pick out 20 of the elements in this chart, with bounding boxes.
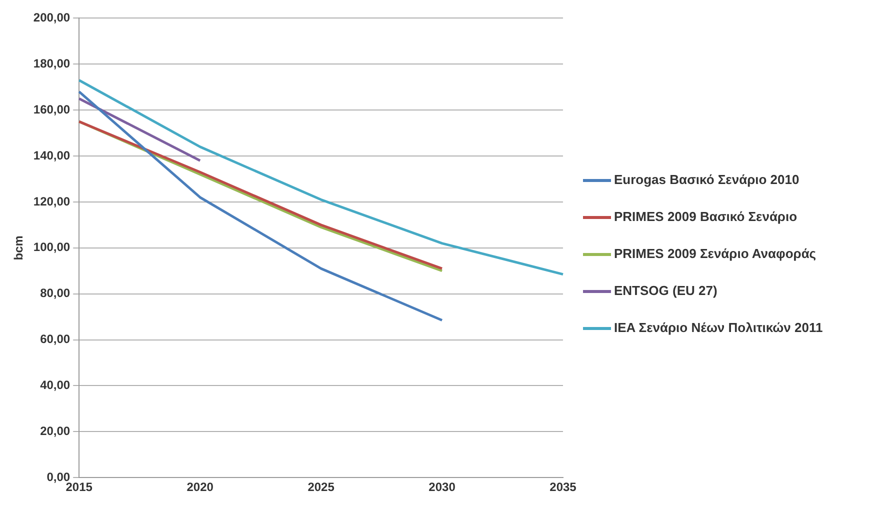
- legend-label: IEA Σενάριο Νέων Πολιτικών 2011: [614, 320, 823, 334]
- y-axis-title: bcm: [12, 236, 26, 260]
- x-tick-label: 2020: [186, 480, 214, 494]
- y-tick-label: 20,00: [40, 424, 70, 438]
- x-tick-label: 2025: [308, 480, 335, 494]
- x-tick-label: 2035: [550, 480, 577, 494]
- legend-label: Eurogas Βασικό Σενάριο 2010: [614, 172, 800, 186]
- y-tick-label: 60,00: [40, 332, 70, 346]
- x-tick-label: 2030: [428, 480, 456, 494]
- legend-label: ENTSOG (EU 27): [614, 282, 718, 298]
- y-tick-label: 140,00: [33, 148, 70, 162]
- y-tick-label: 160,00: [33, 102, 70, 116]
- y-tick-label: 40,00: [40, 378, 70, 392]
- y-tick-label: 180,00: [33, 56, 70, 70]
- legend-label: PRIMES 2009 Σενάριο Αναφοράς: [614, 246, 816, 260]
- y-tick-label: 80,00: [40, 286, 70, 300]
- legend-label: PRIMES 2009 Βασικό Σενάριο: [614, 208, 798, 224]
- y-tick-label: 120,00: [33, 194, 70, 208]
- y-tick-label: 100,00: [33, 240, 70, 254]
- y-tick-label: 200,00: [33, 10, 70, 25]
